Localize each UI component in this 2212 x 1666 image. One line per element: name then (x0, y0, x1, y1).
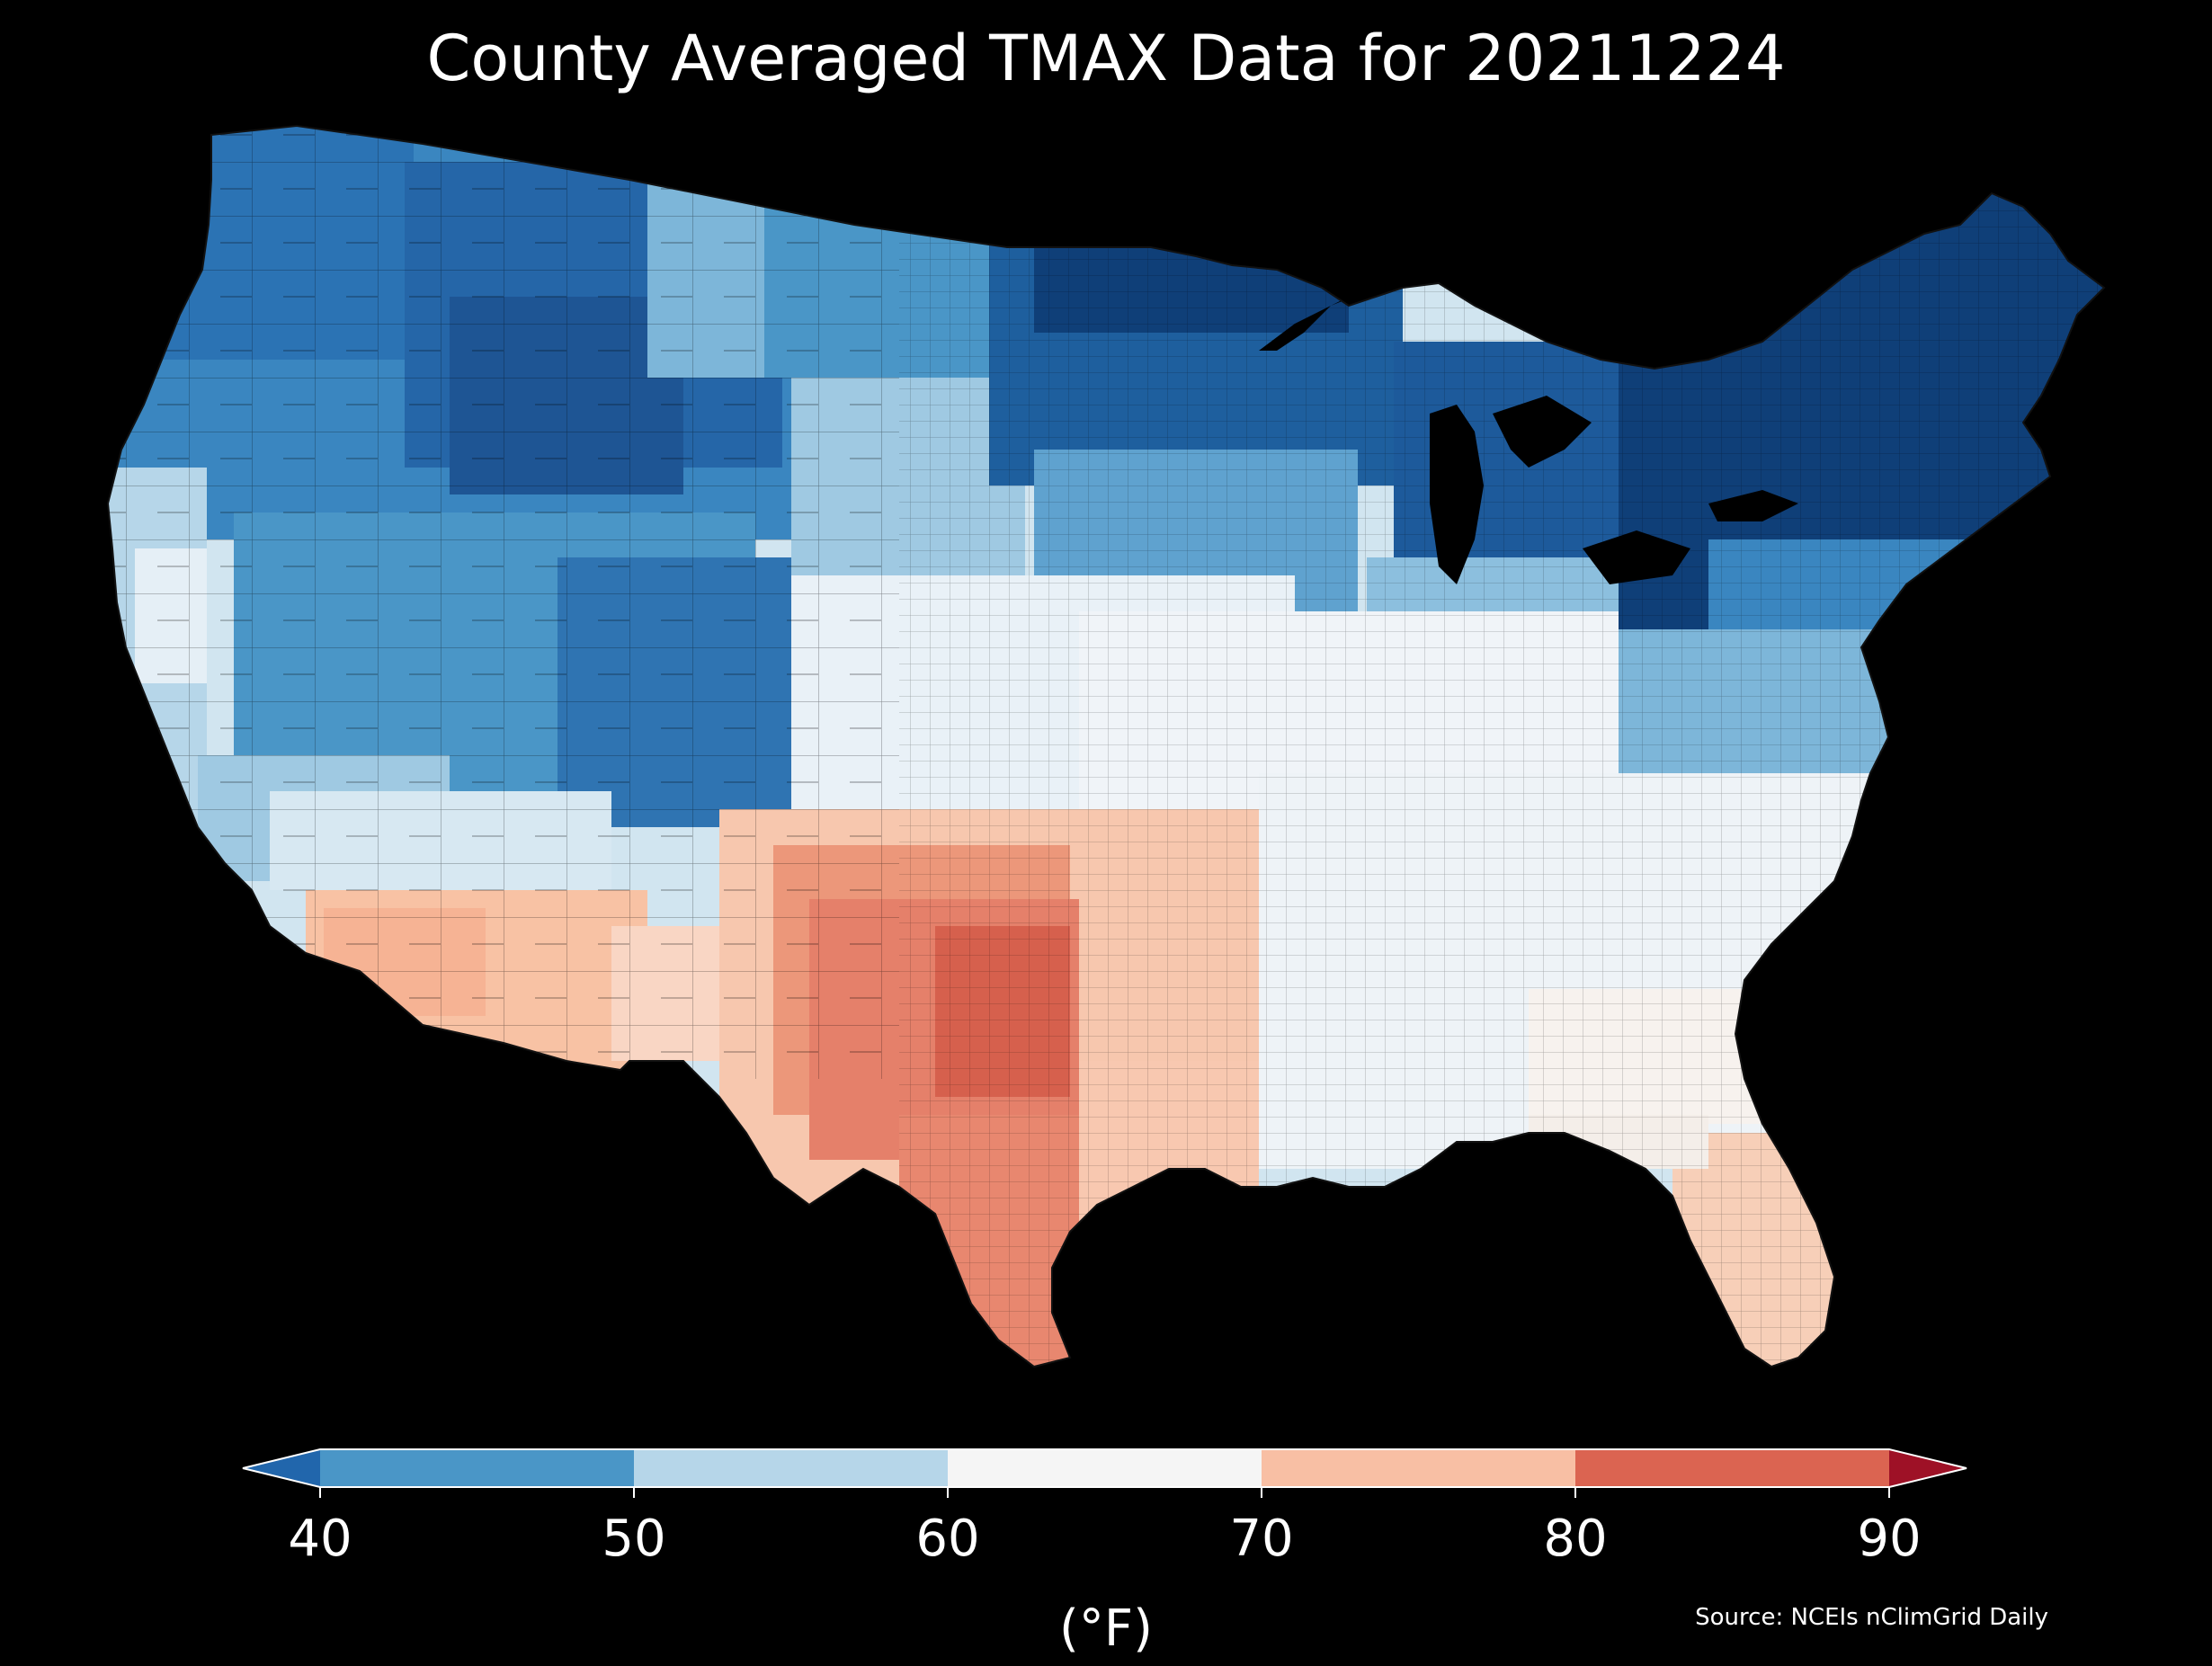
colorbar-extend-high (1889, 1449, 1967, 1487)
colorbar-tick-80: 80 (1543, 1510, 1608, 1568)
great-lakes (1259, 288, 1798, 584)
source-credit: Source: NCEIs nClimGrid Daily (1695, 1604, 2048, 1631)
colorbar-tick-70: 70 (1229, 1510, 1294, 1568)
colorbar-segment (948, 1449, 1262, 1487)
colorbar-tick-90: 90 (1857, 1510, 1922, 1568)
colorbar-unit-label: (°F) (1059, 1599, 1153, 1658)
colorbar-tick-50: 50 (602, 1510, 666, 1568)
colorbar-tick-40: 40 (288, 1510, 352, 1568)
colorbar-extend-low (243, 1449, 320, 1487)
colorbar-segment (1575, 1449, 1889, 1487)
colorbar-segment (634, 1449, 948, 1487)
colorbar-segment (320, 1449, 634, 1487)
us-county-tmax-map (106, 124, 2106, 1368)
colorbar-segment (1262, 1449, 1575, 1487)
map-title: County Averaged TMAX Data for 20211224 (426, 22, 1786, 95)
colorbar-tick-60: 60 (915, 1510, 980, 1568)
us-outline (106, 124, 2106, 1368)
